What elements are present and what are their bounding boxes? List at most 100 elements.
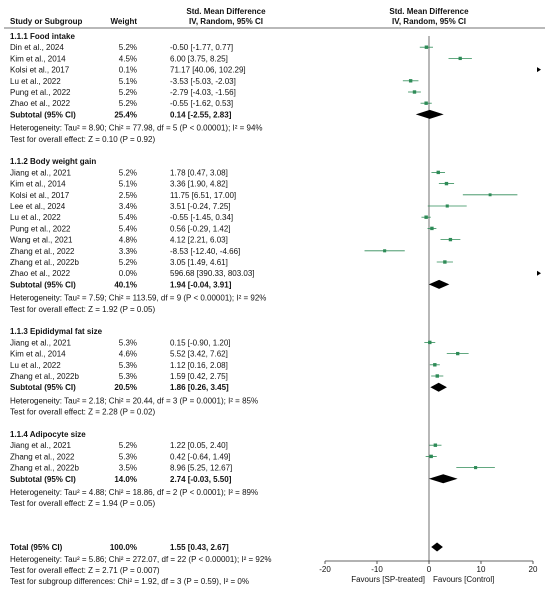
x-tick-label: 0 [427,565,432,574]
study-effect: -0.55 [-1.45, 0.34] [170,213,233,222]
study-label: Zhao et al., 2022 [10,269,71,278]
off-scale-arrow [537,67,541,73]
study-weight: 4.6% [119,350,137,359]
study-effect: -0.55 [-1.62, 0.53] [170,99,233,108]
study-effect: 5.52 [3.42, 7.62] [170,350,228,359]
plot-column-header-line1: Std. Mean Difference [389,7,469,16]
study-label: Wang et al., 2021 [10,236,73,245]
study-effect: 3.36 [1.90, 4.82] [170,180,228,189]
effect-square [488,193,492,197]
study-effect: 3.05 [1.49, 4.61] [170,258,228,267]
study-label: Lee et al., 2024 [10,202,66,211]
heterogeneity-text: Heterogeneity: Tau² = 7.59; Chi² = 113.5… [10,294,266,303]
study-weight: 3.5% [119,464,137,473]
subtotal-weight: 20.5% [114,383,137,392]
total-overall-effect-test: Test for overall effect: Z = 2.71 (P = 0… [10,566,160,575]
study-label: Zhang et al., 2022 [10,247,75,256]
study-label: Zhang et al., 2022b [10,372,79,381]
effect-square [433,363,437,367]
study-label: Kolsi et al., 2017 [10,191,70,200]
study-label: Zhang et al., 2022b [10,258,79,267]
subtotal-effect: 1.86 [0.26, 3.45] [170,383,229,392]
total-weight: 100.0% [110,543,137,552]
study-weight: 5.3% [119,452,137,461]
study-label: Kim et al., 2014 [10,180,66,189]
study-label: Kim et al., 2014 [10,350,66,359]
study-label: Pung et al., 2022 [10,88,71,97]
study-effect: 0.42 [-0.64, 1.49] [170,452,231,461]
subtotal-diamond [415,109,444,119]
subtotal-label: Subtotal (95% CI) [10,475,76,484]
study-label: Pung et al., 2022 [10,224,71,233]
effect-square [458,56,462,61]
subtotal-diamond [428,474,458,484]
study-label: Kolsi et al., 2017 [10,66,70,75]
study-weight: 3.4% [119,202,137,211]
study-weight: 5.2% [119,43,137,52]
study-effect: 0.15 [-0.90, 1.20] [170,338,231,347]
study-label: Zhang et al., 2022b [10,464,79,473]
study-weight: 5.1% [119,180,137,189]
favours-left-label: Favours [SP-treated] [351,575,425,584]
x-tick-label: -10 [371,565,383,574]
subtotal-weight: 25.4% [114,110,137,119]
favours-right-label: Favours [Control] [433,575,494,584]
study-effect: 1.22 [0.05, 2.40] [170,441,228,450]
study-effect: -2.79 [-4.03, -1.56] [170,88,236,97]
effect-square [435,374,439,378]
overall-effect-test: Test for overall effect: Z = 2.28 (P = 0… [10,408,155,417]
study-effect: -3.53 [-5.03, -2.03] [170,77,236,86]
effect-square [436,170,440,175]
study-label: Jiang et al., 2021 [10,441,71,450]
study-weight: 0.0% [119,269,137,278]
effect-square [412,90,417,94]
study-weight: 3.3% [119,247,137,256]
subtotal-weight: 14.0% [114,475,137,484]
subtotal-effect: 0.14 [-2.55, 2.83] [170,110,232,119]
study-weight: 5.2% [119,258,137,267]
overall-effect-test: Test for overall effect: Z = 1.92 (P = 0… [10,305,155,314]
effect-square [474,466,478,470]
total-effect: 1.55 [0.43, 2.67] [170,543,229,552]
study-weight: 5.3% [119,361,137,370]
effect-square [445,204,449,208]
study-label: Zhang et al., 2022 [10,452,75,461]
study-weight: 2.5% [119,191,137,200]
subtotal-label: Subtotal (95% CI) [10,280,76,289]
overall-effect-test: Test for overall effect: Z = 0.10 (P = 0… [10,135,155,144]
study-effect: 11.75 [6.51, 17.00] [170,191,236,200]
study-weight: 4.8% [119,236,137,245]
study-weight: 5.3% [119,338,137,347]
plot-column-header-line2: IV, Random, 95% CI [392,17,466,26]
subtotal-effect: 1.94 [-0.04, 3.91] [170,280,232,289]
overall-effect-test: Test for overall effect: Z = 1.94 (P = 0… [10,499,155,508]
study-label: Zhao et al., 2022 [10,99,71,108]
effect-square [424,45,429,49]
subgroup-title: 1.1.3 Epididymal fat size [10,327,103,336]
effect-square [444,181,449,186]
effect-square [443,260,447,264]
study-effect: 1.59 [0.42, 2.75] [170,372,228,381]
heterogeneity-text: Heterogeneity: Tau² = 4.88; Chi² = 18.86… [10,488,258,497]
study-effect: 4.12 [2.21, 6.03] [170,236,228,245]
study-weight: 4.5% [119,54,137,63]
effect-square [383,249,387,253]
heterogeneity-text: Heterogeneity: Tau² = 8.90; Chi² = 77.98… [10,124,263,133]
study-weight: 5.2% [119,88,137,97]
subtotal-weight: 40.1% [114,280,137,289]
study-label: Kim et al., 2014 [10,54,66,63]
x-tick-label: 20 [529,565,538,574]
study-effect: 6.00 [3.75, 8.25] [170,54,228,63]
study-label: Jiang et al., 2021 [10,168,71,177]
subtotal-label: Subtotal (95% CI) [10,110,76,119]
weight-column-header: Weight [110,17,137,26]
effect-square [448,237,453,242]
subgroup-title: 1.1.2 Body weight gain [10,157,96,166]
study-effect: -8.53 [-12.40, -4.66] [170,247,240,256]
effect-square [430,226,434,231]
subtotal-label: Subtotal (95% CI) [10,383,76,392]
study-weight: 5.1% [119,77,137,86]
study-effect: 3.51 [-0.24, 7.25] [170,202,231,211]
study-label: Din et al., 2024 [10,43,64,52]
total-heterogeneity: Heterogeneity: Tau² = 5.86; Chi² = 272.0… [10,555,271,564]
